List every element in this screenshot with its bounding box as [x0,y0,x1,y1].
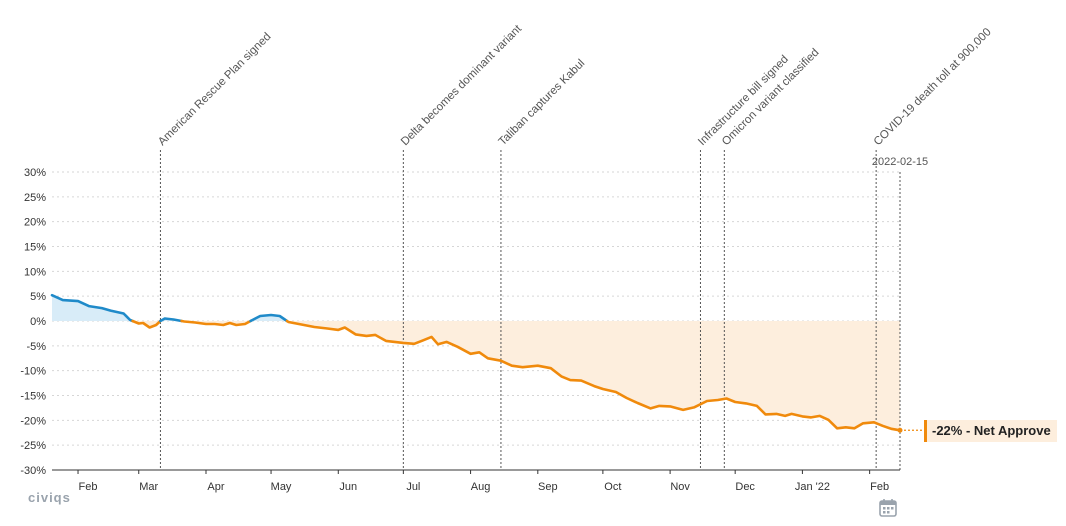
event-label: COVID-19 death toll at 900,000 [872,26,994,148]
x-tick-label: Sep [538,481,558,493]
y-tick-label: -5% [26,341,46,353]
y-tick-label: 5% [30,291,46,303]
disapprove-line-segment [180,319,252,327]
area-fill [52,295,900,431]
x-tick-label: Jul [406,481,420,493]
x-tick-label: Jun [339,481,357,493]
y-tick-label: 20% [24,217,46,229]
disapprove-line-segment [131,319,162,329]
y-tick-label: -30% [20,465,46,477]
current-date-label: 2022-02-15 [872,156,928,168]
net-approve-line [50,293,922,433]
x-tick-label: Aug [471,481,491,493]
x-tick-label: May [271,481,292,493]
y-tick-label: 0% [30,316,46,328]
x-tick-label: Apr [207,481,224,493]
current-value-point [897,427,903,433]
x-tick-label: Nov [670,481,690,493]
y-tick-label: -20% [20,415,46,427]
y-tick-label: 10% [24,266,46,278]
approve-line-segment [249,313,289,323]
event-label: Taliban captures Kabul [497,57,588,148]
event-label: Omicron variant classified [720,47,822,149]
y-tick-label: 25% [24,192,46,204]
current-value-badge: -22% - Net Approve [924,420,1057,442]
approve-line-segment [159,317,183,323]
axes: 30% 25% 20% 15% 10% 5% 0% -5% -10% -15% -20% -25% -3… [20,156,928,493]
approve-line-segment [50,293,134,323]
x-tick-label: Feb [870,481,889,493]
civiqs-logo: civiqs [28,490,71,505]
x-tick-label: Jan '22 [795,481,830,493]
x-tick-label: Feb [79,481,98,493]
y-tick-label: -25% [20,440,46,452]
x-tick-label: Dec [735,481,755,493]
disapprove-line-segment [285,319,902,432]
x-tick-label: Oct [604,481,621,493]
event-label: American Rescue Plan signed [156,31,273,148]
event-label: Infrastructure bill signed [696,53,791,148]
y-tick-label: -15% [20,391,46,403]
y-tick-label: 30% [24,167,46,179]
y-tick-label: -10% [20,366,46,378]
calendar-icon[interactable] [878,498,898,518]
y-tick-label: 15% [24,242,46,254]
x-tick-label: Mar [139,481,158,493]
